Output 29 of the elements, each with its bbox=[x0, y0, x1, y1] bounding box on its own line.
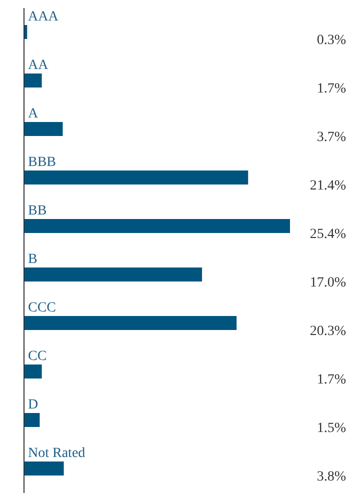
bar bbox=[24, 219, 290, 233]
data-label: 21.4% bbox=[310, 178, 346, 194]
y-tick-label: D bbox=[28, 397, 38, 412]
y-tick-label: CCC bbox=[28, 300, 56, 316]
bar bbox=[24, 462, 64, 476]
data-label: 0.3% bbox=[316, 33, 346, 48]
y-tick-label: B bbox=[28, 252, 38, 267]
bar bbox=[24, 74, 42, 88]
data-label: 3.7% bbox=[316, 130, 346, 145]
bar bbox=[24, 413, 40, 427]
y-tick-label: BB bbox=[28, 203, 47, 218]
bar bbox=[24, 316, 237, 330]
bar bbox=[24, 268, 202, 282]
data-label: 20.3% bbox=[310, 324, 346, 339]
y-tick-label: Not Rated bbox=[28, 446, 86, 461]
data-label: 1.7% bbox=[316, 82, 346, 96]
y-tick-label: CC bbox=[28, 348, 47, 364]
bar bbox=[24, 122, 63, 136]
y-tick-label: AAA bbox=[28, 9, 60, 24]
bar bbox=[24, 170, 248, 184]
data-label: 1.5% bbox=[316, 421, 346, 436]
y-tick-label: BBB bbox=[28, 154, 56, 170]
data-label: 3.8% bbox=[316, 470, 346, 484]
data-label: 25.4% bbox=[310, 227, 346, 242]
data-label: 17.0% bbox=[310, 276, 346, 290]
y-tick-label: A bbox=[28, 106, 39, 122]
y-tick-label: AA bbox=[28, 58, 50, 73]
bar bbox=[24, 364, 42, 378]
data-label: 1.7% bbox=[316, 372, 346, 388]
